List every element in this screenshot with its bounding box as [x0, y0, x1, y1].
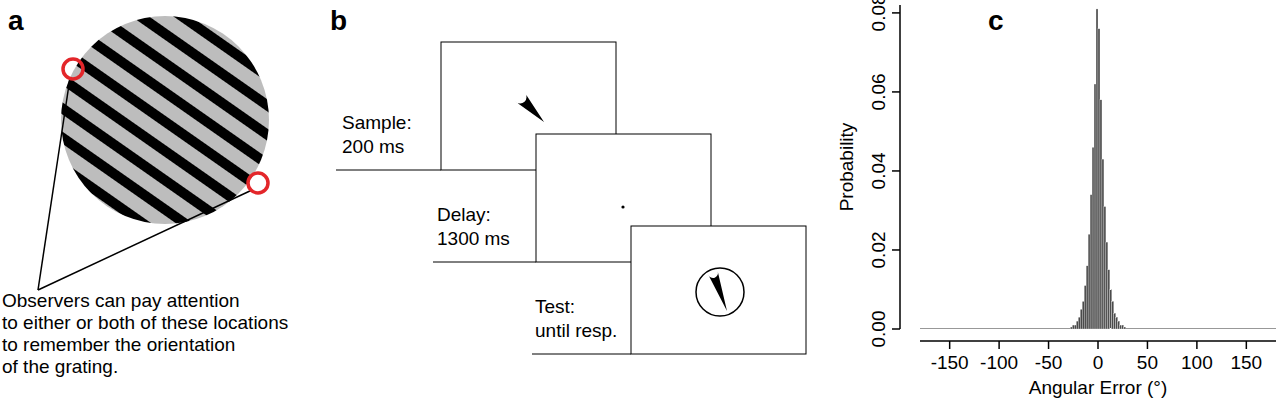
- histogram-bar: [1080, 309, 1082, 329]
- histogram-bar: [1076, 321, 1078, 329]
- frame-duration: 1300 ms: [437, 228, 510, 249]
- histogram-bar: [1126, 329, 1128, 330]
- histogram-bar: [1086, 266, 1088, 329]
- attention-location: [63, 59, 83, 79]
- orientation-stimulus: [708, 271, 727, 311]
- pointer-line: [38, 78, 70, 290]
- histogram-bar: [1118, 321, 1120, 329]
- fixation: [621, 205, 624, 208]
- x-tick: [1246, 341, 1248, 349]
- response-wheel: [696, 268, 744, 316]
- x-tick: [1097, 341, 1099, 349]
- histogram-bar: [1070, 327, 1072, 329]
- histogram-bar: [1074, 325, 1076, 329]
- timeline: [336, 170, 441, 171]
- trial-frame: Test: until resp.: [532, 226, 806, 354]
- y-tick: [892, 249, 900, 251]
- x-tick-label: 100: [1181, 352, 1213, 373]
- y-axis-title: Probability: [836, 122, 857, 211]
- frame-label: Delay:: [437, 204, 491, 225]
- frame-label: Test:: [535, 296, 575, 317]
- caption-line: to either or both of these locations: [2, 312, 288, 333]
- histogram-bar: [1110, 289, 1112, 329]
- orientation-stimulus: [515, 92, 544, 122]
- timeline: [433, 262, 536, 263]
- timeline: [532, 354, 631, 355]
- histogram-bar: [1102, 159, 1104, 329]
- histogram-bar: [1114, 313, 1116, 329]
- histogram-bar: [1082, 301, 1084, 329]
- histogram-bar: [1092, 147, 1094, 329]
- plot-area: [920, 9, 1276, 329]
- caption-line: to remember the orientation: [2, 334, 235, 355]
- y-tick: [892, 91, 900, 93]
- histogram-bar: [1104, 207, 1106, 329]
- y-tick: [892, 170, 900, 172]
- histogram-bar: [1100, 100, 1102, 329]
- y-tick-label: 0.00: [868, 311, 889, 348]
- x-tick: [1048, 341, 1050, 349]
- panel-label: a: [8, 5, 24, 36]
- histogram-bar: [1108, 270, 1110, 329]
- histogram-chart: -150 -100 -50 0 50 100 150 Angular Error (°) 0.0…: [836, 0, 1276, 398]
- x-tick: [1147, 341, 1149, 349]
- histogram-bar: [1124, 327, 1126, 329]
- panel-label: b: [330, 5, 347, 36]
- x-tick: [998, 341, 1000, 349]
- x-tick: [1196, 341, 1198, 349]
- histogram-bar: [1084, 286, 1086, 329]
- caption-line: Observers can pay attention: [2, 290, 240, 311]
- frame-duration: until resp.: [535, 320, 617, 341]
- x-tick-label: 0: [1093, 352, 1104, 373]
- y-tick-label: 0.06: [868, 73, 889, 110]
- caption-line: of the grating.: [2, 356, 118, 377]
- x-tick-label: 50: [1137, 352, 1158, 373]
- histogram-bar: [1122, 325, 1124, 329]
- histogram-bar: [1088, 234, 1090, 329]
- histogram-bar: [1072, 325, 1074, 329]
- attention-location: [248, 173, 268, 193]
- panel-label: c: [988, 5, 1004, 36]
- histogram-bar: [1096, 9, 1098, 329]
- histogram-bar: [1094, 84, 1096, 329]
- frame-label: Sample:: [342, 112, 412, 133]
- x-tick-label: 150: [1230, 352, 1262, 373]
- histogram-bar: [1068, 329, 1070, 330]
- histogram-bar: [1112, 301, 1114, 329]
- histogram-bar: [1098, 29, 1100, 329]
- figure: a Observers can pay attentionto either or…: [0, 0, 1280, 406]
- histogram-bar: [1090, 195, 1092, 329]
- x-tick-label: -100: [980, 352, 1018, 373]
- histogram-bar: [1120, 325, 1122, 329]
- grating: [61, 16, 269, 224]
- y-tick-label: 0.04: [868, 152, 889, 189]
- x-tick: [949, 341, 951, 349]
- pointer-line: [38, 190, 252, 290]
- screen: [631, 226, 806, 354]
- frame-duration: 200 ms: [342, 136, 404, 157]
- y-axis: [899, 5, 901, 329]
- y-tick: [892, 12, 900, 14]
- x-tick-label: -150: [931, 352, 969, 373]
- histogram-bar: [1116, 317, 1118, 329]
- histogram-bar: [1106, 242, 1108, 329]
- y-tick-label: 0.02: [868, 231, 889, 268]
- x-axis-title: Angular Error (°): [1029, 377, 1168, 398]
- y-tick: [892, 328, 900, 330]
- x-tick-label: -50: [1035, 352, 1062, 373]
- histogram-bar: [1078, 317, 1080, 329]
- y-tick-label: 0.08: [868, 0, 889, 31]
